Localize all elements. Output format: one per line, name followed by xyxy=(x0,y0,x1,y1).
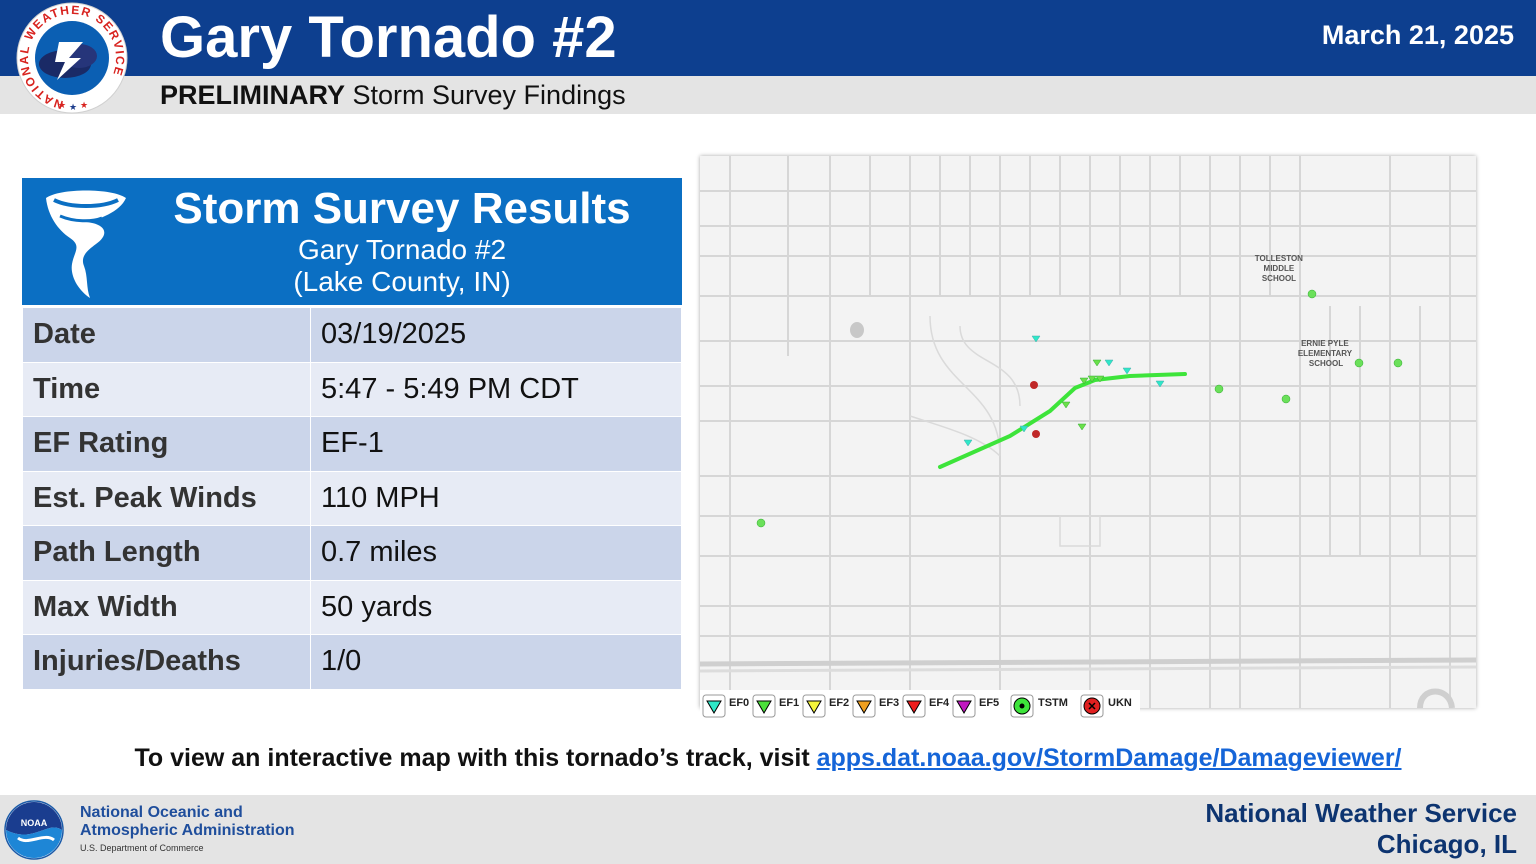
survey-results-table: Date 03/19/2025 Time 5:47 - 5:49 PM CDT EF… xyxy=(22,307,682,690)
legend-label-ukn: UKN xyxy=(1108,697,1132,709)
svg-text:★: ★ xyxy=(69,102,77,112)
survey-results-header: Storm Survey Results Gary Tornado #2 (La… xyxy=(22,178,682,308)
map-label-ernie-3: SCHOOL xyxy=(1309,359,1343,368)
svg-text:TOLLESTON MIDDLE S: TOLLESTON MIDDLE SCHOOL ERNIE PYLE ELEME… xyxy=(1255,254,1354,368)
map-label-ernie-1: ERNIE PYLE xyxy=(1301,339,1349,348)
noaa-name: National Oceanic and Atmospheric Adminis… xyxy=(80,804,295,840)
ukn-legend-icon xyxy=(1080,694,1104,718)
svg-text:★: ★ xyxy=(80,100,88,110)
row-value: 50 yards xyxy=(310,579,682,635)
nws-office-city: Chicago, IL xyxy=(1376,829,1517,859)
tornado-track xyxy=(938,372,1187,469)
map-label-tolleston-3: SCHOOL xyxy=(1262,274,1296,283)
table-row: Est. Peak Winds 110 MPH xyxy=(22,470,682,526)
subheader-bar xyxy=(0,76,1536,114)
damage-map[interactable]: TOLLESTON MIDDLE SCHOOL ERNIE PYLE ELEME… xyxy=(700,156,1476,708)
nws-office: National Weather Service Chicago, IL xyxy=(1205,798,1517,860)
legend-label-ef5: EF5 xyxy=(979,697,1000,709)
ef0-legend-icon xyxy=(702,694,726,718)
ef0-damage-points xyxy=(963,335,1165,447)
tornado-icon xyxy=(46,190,126,298)
table-row: Path Length 0.7 miles xyxy=(22,525,682,581)
map-label-ernie-2: ELEMENTARY xyxy=(1298,349,1353,358)
results-event-name: Gary Tornado #2 xyxy=(297,234,507,265)
ef5-legend-icon xyxy=(952,694,976,718)
row-value: 03/19/2025 xyxy=(310,307,682,363)
ef3-legend-icon xyxy=(852,694,876,718)
noaa-logo-text: NOAA xyxy=(21,818,48,828)
legend-label-ef2: EF2 xyxy=(829,697,850,709)
row-label: Max Width xyxy=(22,579,311,635)
table-row: Date 03/19/2025 xyxy=(22,307,682,363)
map-label-tolleston-1: TOLLESTON xyxy=(1255,254,1303,263)
noaa-name-line1: National Oceanic and xyxy=(80,804,243,821)
page-title: Gary Tornado #2 xyxy=(160,5,617,70)
row-label: Time xyxy=(22,361,311,417)
nws-office-name: National Weather Service xyxy=(1205,798,1517,828)
subtitle-rest: Storm Survey Findings xyxy=(345,80,626,110)
row-value: 1/0 xyxy=(310,634,682,690)
report-date: March 21, 2025 xyxy=(1321,20,1514,50)
legend-label-ef4: EF4 xyxy=(929,697,950,709)
svg-text:★: ★ xyxy=(58,100,66,110)
row-value: 0.7 miles xyxy=(310,525,682,581)
noaa-department: U.S. Department of Commerce xyxy=(80,843,204,853)
row-label: Est. Peak Winds xyxy=(22,470,311,526)
row-label: EF Rating xyxy=(22,416,311,472)
street-map: TOLLESTON MIDDLE SCHOOL ERNIE PYLE ELEME… xyxy=(700,156,1476,708)
legend-label-ef0: EF0 xyxy=(729,697,750,709)
table-row: Time 5:47 - 5:49 PM CDT xyxy=(22,361,682,417)
row-value: 5:47 - 5:49 PM CDT xyxy=(310,361,682,417)
row-value: EF-1 xyxy=(310,416,682,472)
ef4-legend-icon xyxy=(902,694,926,718)
nws-logo: NATIONAL WEATHER SERVICE ★ ★ ★ xyxy=(16,2,128,114)
visit-text: To view an interactive map with this tor… xyxy=(134,744,817,772)
footer-bar xyxy=(0,795,1536,864)
tstm-legend-icon xyxy=(1010,694,1034,718)
noaa-name-line2: Atmospheric Administration xyxy=(80,822,295,839)
map-legend: EF0 EF1 EF2 EF3 EF4 EF5 TSTM UKN xyxy=(700,690,1140,720)
ukn-damage-points xyxy=(1030,381,1040,438)
map-label-tolleston-2: MIDDLE xyxy=(1264,264,1295,273)
row-label: Date xyxy=(22,307,311,363)
results-location: (Lake County, IN) xyxy=(293,266,511,297)
legend-label-ef3: EF3 xyxy=(879,697,900,709)
ef2-legend-icon xyxy=(802,694,826,718)
ef1-damage-points xyxy=(1061,359,1105,431)
header-bar xyxy=(0,0,1536,76)
row-label: Path Length xyxy=(22,525,311,581)
subtitle-preliminary: PRELIMINARY xyxy=(160,80,346,110)
legend-label-tstm: TSTM xyxy=(1038,697,1068,709)
results-subtitle: Gary Tornado #2 (Lake County, IN) xyxy=(122,234,682,298)
table-row: Injuries/Deaths 1/0 xyxy=(22,634,682,690)
legend-label-ef1: EF1 xyxy=(779,697,800,709)
row-label: Injuries/Deaths xyxy=(22,634,311,690)
damage-viewer-link[interactable]: apps.dat.noaa.gov/StormDamage/Damageview… xyxy=(816,744,1402,772)
interactive-map-note: To view an interactive map with this tor… xyxy=(0,744,1536,773)
row-value: 110 MPH xyxy=(310,470,682,526)
table-row: EF Rating EF-1 xyxy=(22,416,682,472)
ef1-legend-icon xyxy=(752,694,776,718)
tstm-damage-points xyxy=(756,289,1403,528)
page-subtitle: PRELIMINARY Storm Survey Findings xyxy=(160,80,626,111)
results-title: Storm Survey Results xyxy=(173,184,631,233)
table-row: Max Width 50 yards xyxy=(22,579,682,635)
noaa-logo: NOAA xyxy=(4,800,64,860)
